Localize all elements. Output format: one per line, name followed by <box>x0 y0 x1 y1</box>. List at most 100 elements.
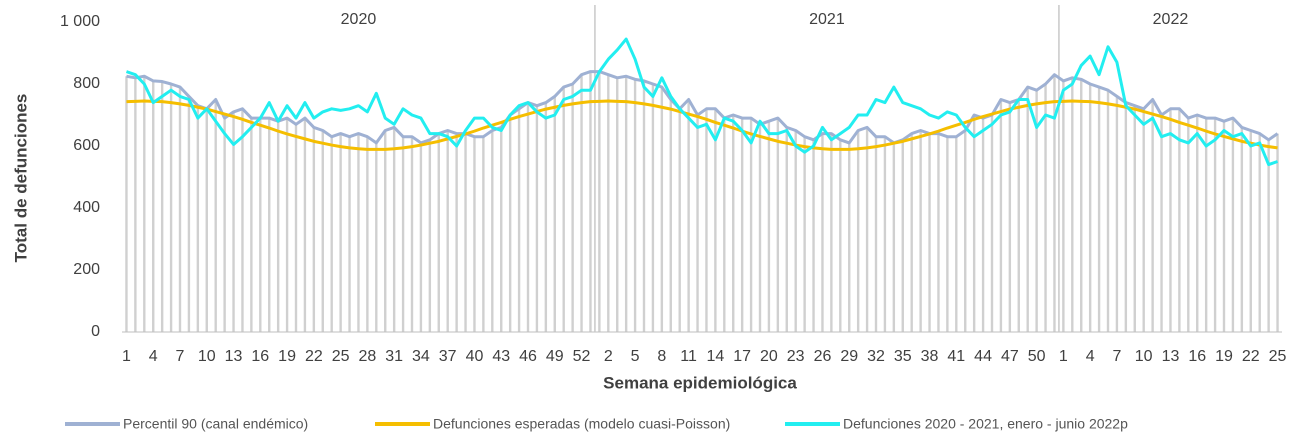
column <box>651 84 655 332</box>
column <box>1026 87 1029 332</box>
column <box>473 136 476 332</box>
column <box>1035 90 1038 332</box>
x-tick-label: 10 <box>198 348 216 365</box>
x-tick-label: 11 <box>680 348 697 365</box>
column <box>928 133 931 332</box>
column <box>865 127 869 333</box>
x-tick-label: 41 <box>947 348 965 365</box>
column <box>1231 118 1235 332</box>
column <box>669 99 672 332</box>
column <box>642 80 646 333</box>
column <box>1151 99 1154 332</box>
column <box>1276 133 1279 332</box>
x-tick-label: 22 <box>305 348 323 365</box>
column <box>375 142 378 332</box>
column <box>589 71 592 332</box>
column <box>330 136 333 332</box>
column <box>152 80 155 333</box>
x-tick-label: 10 <box>1135 348 1153 365</box>
legend-label: Defunciones 2020 - 2021, enero - junio 2… <box>843 416 1128 432</box>
column <box>1088 84 1092 332</box>
y-tick-label: 1 000 <box>60 13 100 30</box>
column <box>571 84 574 332</box>
column <box>268 118 271 332</box>
column <box>972 115 976 332</box>
x-tick-label: 5 <box>631 348 640 365</box>
column <box>285 118 289 332</box>
x-tick-label: 16 <box>1188 348 1206 365</box>
column <box>883 136 887 332</box>
x-tick-label: 31 <box>385 348 403 365</box>
column <box>535 105 539 332</box>
x-tick-label: 19 <box>278 348 296 365</box>
column <box>964 130 967 332</box>
column <box>874 136 878 332</box>
column <box>312 127 316 333</box>
column <box>1008 102 1012 332</box>
column <box>1133 105 1136 332</box>
year-label: 2022 <box>1153 11 1189 28</box>
column <box>856 130 860 332</box>
column <box>705 108 708 332</box>
column <box>232 111 235 333</box>
y-tick-label: 200 <box>73 261 100 278</box>
column <box>455 133 458 332</box>
column <box>660 87 664 332</box>
column <box>767 121 771 332</box>
column <box>517 108 521 332</box>
column <box>196 105 200 332</box>
column <box>419 142 423 332</box>
column <box>366 136 369 332</box>
column <box>160 81 164 333</box>
x-axis-title: Semana epidemiológica <box>603 373 797 392</box>
column <box>848 142 851 332</box>
legend-label: Defunciones esperadas (modelo cuasi-Pois… <box>433 416 730 432</box>
column <box>990 115 994 332</box>
column <box>1044 84 1047 332</box>
column <box>446 130 449 332</box>
x-tick-label: 44 <box>974 348 992 365</box>
legend-label: Percentil 90 (canal endémico) <box>123 416 308 432</box>
column <box>598 71 601 332</box>
column <box>259 118 262 332</box>
x-tick-label: 28 <box>358 348 376 365</box>
column <box>758 124 762 332</box>
legend: Percentil 90 (canal endémico) Defunciones… <box>65 416 1128 432</box>
x-tick-label: 23 <box>787 348 805 365</box>
column <box>134 77 137 332</box>
column <box>464 133 467 332</box>
column <box>687 99 690 332</box>
column <box>428 139 432 332</box>
column <box>526 102 530 332</box>
column <box>276 121 280 332</box>
x-tick-label: 35 <box>894 348 912 365</box>
column <box>125 76 128 332</box>
column <box>169 84 173 332</box>
column <box>1196 115 1199 332</box>
x-tick-label: 14 <box>706 348 724 365</box>
x-tick-label: 37 <box>439 348 457 365</box>
x-tick-label: 34 <box>412 348 430 365</box>
column <box>732 115 735 332</box>
x-tick-label: 17 <box>733 348 751 365</box>
column <box>696 115 699 332</box>
x-tick-label: 7 <box>1112 348 1121 365</box>
column <box>1187 118 1190 332</box>
x-tick-label: 29 <box>840 348 858 365</box>
x-tick-label: 49 <box>546 348 564 365</box>
column <box>1160 115 1163 332</box>
column <box>1142 108 1145 332</box>
column <box>892 142 896 332</box>
x-tick-label: 13 <box>1162 348 1180 365</box>
x-tick-label: 16 <box>251 348 269 365</box>
column <box>1062 80 1065 333</box>
y-tick-label: 400 <box>73 199 100 216</box>
column <box>1240 127 1244 333</box>
column <box>803 136 806 332</box>
column <box>339 133 342 332</box>
column <box>357 133 360 332</box>
column <box>910 133 913 332</box>
column <box>624 76 628 332</box>
column <box>544 102 548 332</box>
column <box>749 118 753 332</box>
